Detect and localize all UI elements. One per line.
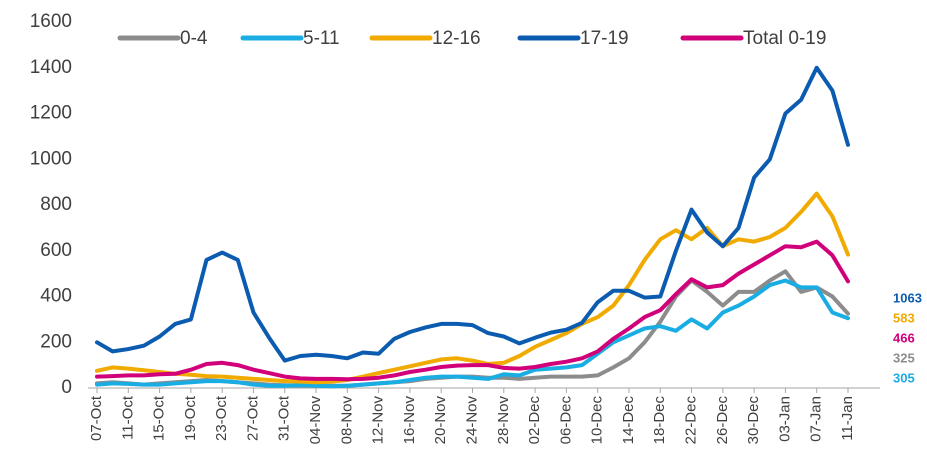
x-tick-label: 07-Jan [808, 396, 825, 442]
y-tick-label: 200 [40, 331, 72, 352]
x-tick-label: 20-Nov [432, 396, 449, 445]
x-tick-label: 31-Oct [276, 395, 293, 441]
legend-label: Total 0-19 [743, 28, 826, 49]
series-line [95, 191, 850, 385]
y-tick-label: 800 [40, 194, 72, 215]
legend-label: 12-16 [432, 28, 481, 49]
x-tick-label: 24-Nov [463, 396, 480, 445]
x-tick-label: 03-Jan [776, 396, 793, 442]
x-tick-label: 04-Nov [307, 396, 324, 445]
x-tick-label: 26-Dec [714, 396, 731, 445]
x-tick-label: 16-Nov [401, 396, 418, 445]
x-tick-label: 27-Oct [244, 395, 261, 441]
x-tick-label: 06-Dec [557, 396, 574, 445]
end-value-label: 1063 [893, 290, 922, 305]
end-value-label: 466 [893, 330, 915, 345]
series-line [95, 278, 850, 389]
end-value-label: 583 [893, 310, 915, 325]
legend-label: 0-4 [180, 28, 208, 49]
series-line [95, 269, 850, 388]
x-tick-label: 18-Dec [651, 396, 668, 445]
x-tick-label: 22-Dec [683, 396, 700, 445]
x-tick-label: 07-Oct [88, 395, 105, 441]
x-tick-label: 08-Nov [338, 396, 355, 445]
y-tick-label: 0 [61, 377, 72, 398]
x-tick-label: 02-Dec [526, 396, 543, 445]
x-tick-label: 14-Dec [620, 396, 637, 445]
series-line [95, 65, 850, 363]
y-tick-label: 1200 [30, 103, 72, 124]
x-tick-label: 11-Oct [119, 395, 136, 440]
y-tick-label: 1400 [30, 57, 72, 78]
legend-label: 5-11 [303, 28, 340, 49]
x-tick-label: 15-Oct [151, 395, 168, 441]
x-tick-label: 10-Dec [589, 396, 606, 445]
y-tick-label: 400 [40, 286, 72, 307]
end-value-label: 325 [893, 350, 915, 365]
x-tick-label: 30-Dec [745, 396, 762, 445]
x-tick-label: 28-Nov [495, 396, 512, 445]
x-tick-label: 12-Nov [370, 396, 387, 445]
series-line [95, 239, 850, 382]
y-tick-label: 1000 [30, 148, 72, 169]
y-tick-label: 1600 [30, 11, 72, 32]
x-tick-label: 19-Oct [182, 395, 199, 441]
x-tick-label: 23-Oct [213, 395, 230, 441]
end-value-label: 305 [893, 370, 915, 385]
y-tick-label: 600 [40, 240, 72, 261]
x-tick-label: 11-Jan [839, 396, 856, 441]
legend-label: 17-19 [580, 28, 629, 49]
